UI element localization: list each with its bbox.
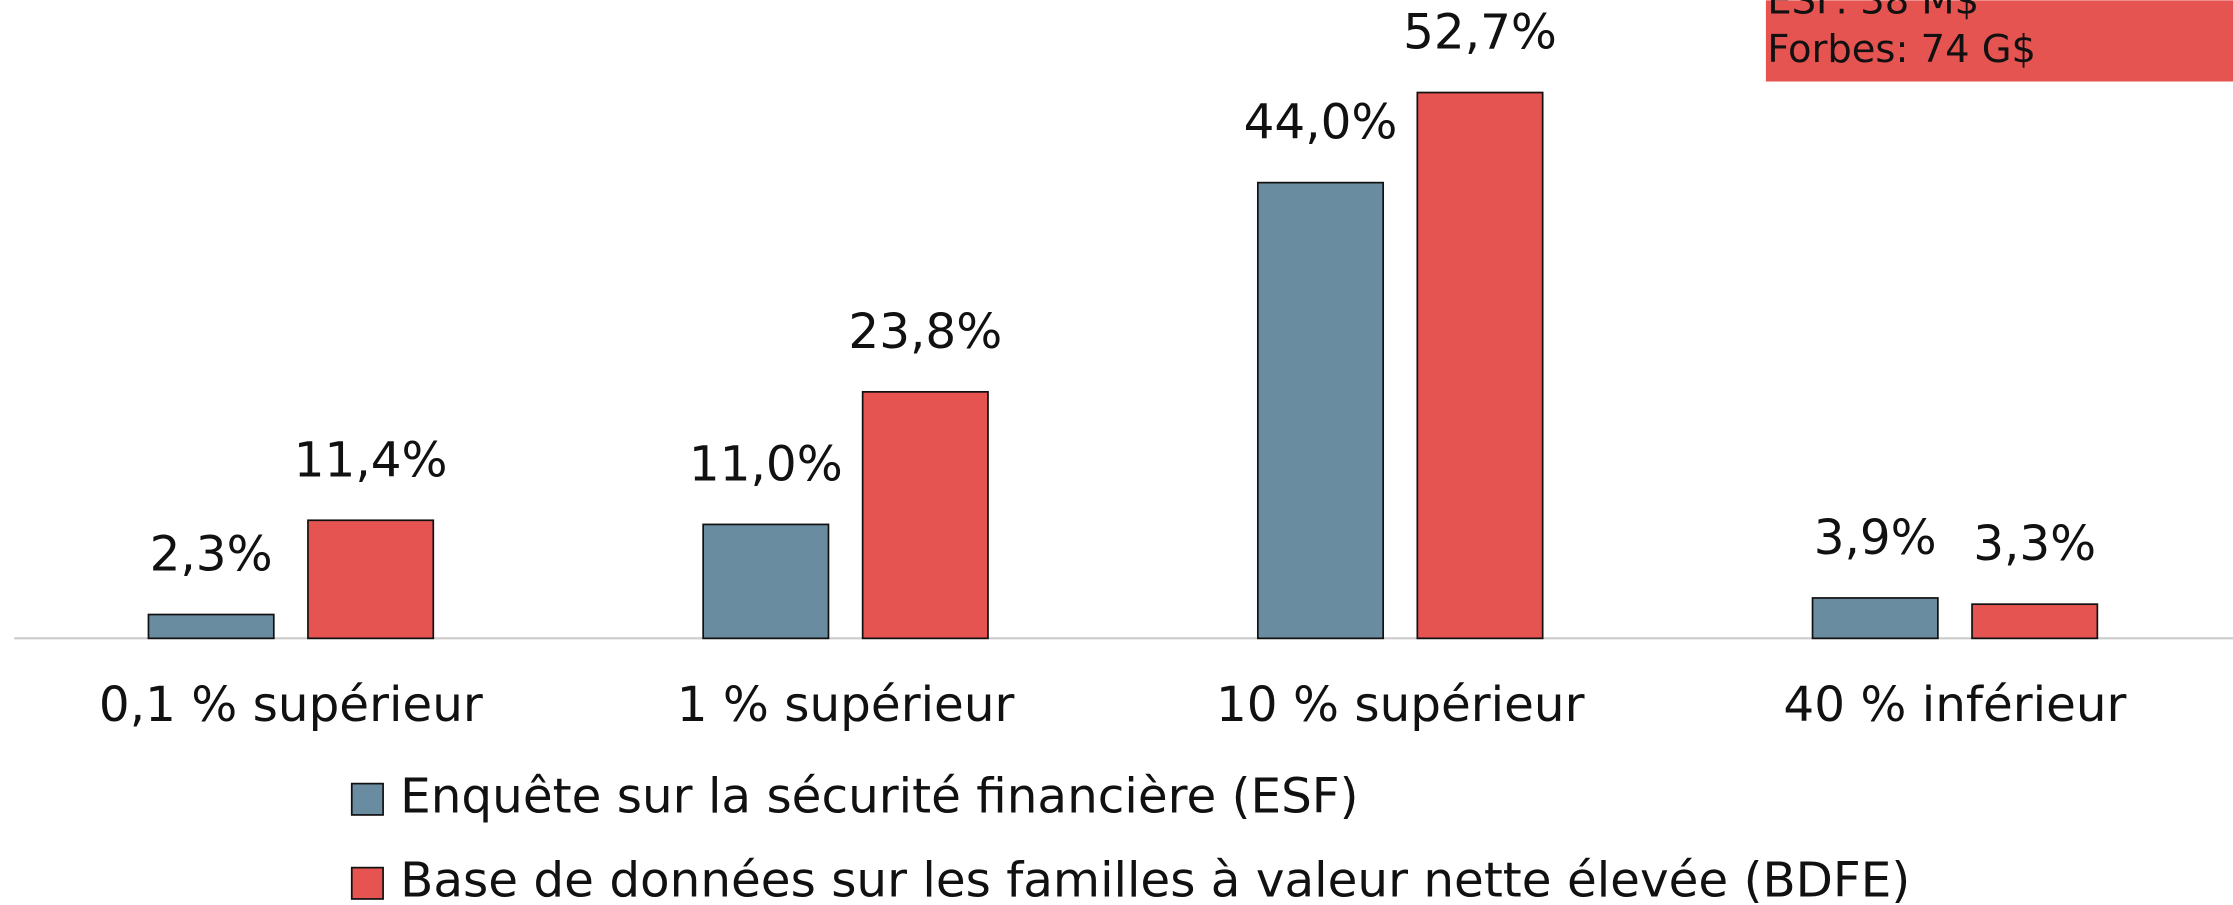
value-label: 3,9% [1814, 510, 1937, 566]
bar [1811, 597, 1939, 640]
bar [861, 390, 989, 640]
legend-swatch [350, 782, 384, 816]
bar [1416, 91, 1544, 640]
value-label: 2,3% [150, 527, 273, 583]
value-label: 3,3% [1973, 516, 2096, 572]
annotation: ESF: 38 M$ [1767, 0, 1979, 24]
bar [147, 613, 275, 640]
x-tick-label: 40 % inférieur [1783, 677, 2126, 733]
value-label: 44,0% [1244, 95, 1398, 151]
bar [702, 523, 830, 640]
bar [1971, 603, 2099, 640]
annotation: Forbes: 74 G$ [1767, 27, 2036, 72]
bar [1256, 181, 1385, 640]
value-label: 52,7% [1403, 5, 1557, 61]
x-tick-label: 10 % supérieur [1216, 677, 1585, 733]
legend-swatch [350, 866, 384, 900]
x-tick-label: 1 % supérieur [677, 677, 1015, 733]
bar [307, 519, 435, 640]
x-tick-label: 0,1 % supérieur [99, 677, 483, 733]
value-label: 23,8% [848, 304, 1002, 360]
annotation-box [1765, 0, 2233, 82]
value-label: 11,0% [689, 436, 843, 492]
legend-label: Base de données sur les familles à valeu… [400, 852, 1910, 905]
value-label: 11,4% [294, 432, 448, 488]
legend-label: Enquête sur la sécurité financière (ESF) [400, 768, 1358, 824]
